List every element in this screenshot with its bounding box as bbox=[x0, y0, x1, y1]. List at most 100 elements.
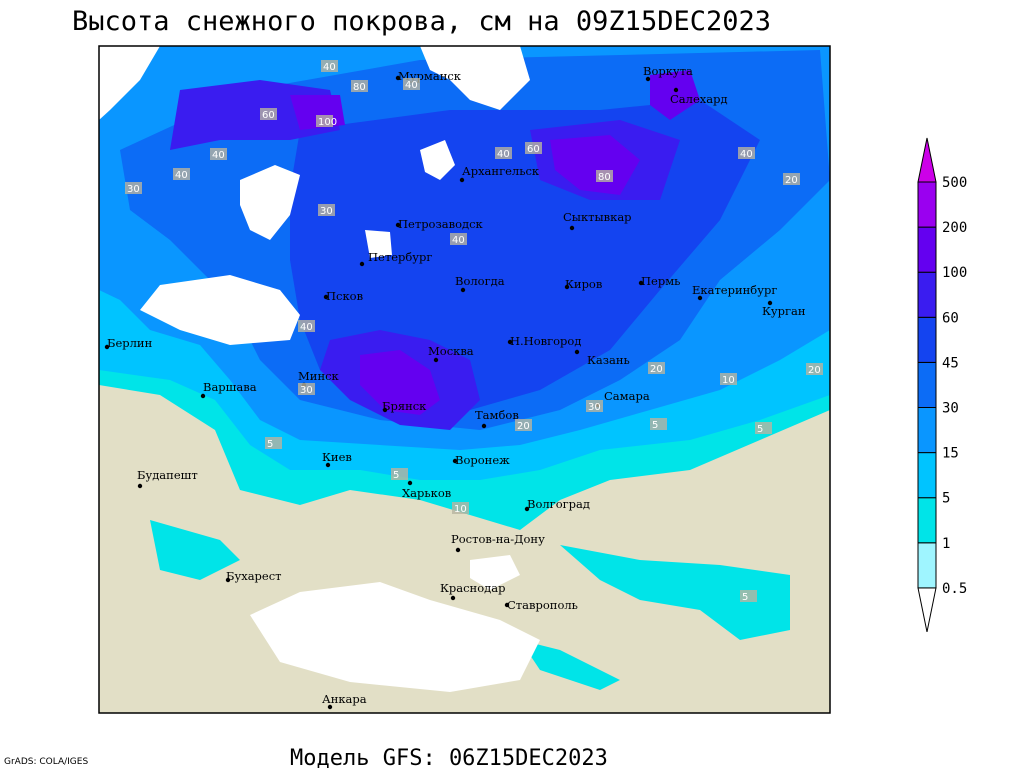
contour-label-box bbox=[298, 383, 315, 395]
contour-label: 20 bbox=[650, 364, 663, 375]
contour-label: 30 bbox=[588, 402, 601, 413]
city-dot bbox=[524, 506, 530, 512]
city-dot bbox=[359, 261, 365, 267]
city-dot bbox=[407, 480, 413, 486]
city-label: Салехард bbox=[670, 92, 728, 106]
contour-label-box bbox=[806, 363, 823, 375]
snow-7 bbox=[290, 70, 700, 415]
contour-label-box bbox=[173, 168, 190, 180]
contour-label-box bbox=[351, 80, 368, 92]
cities: Мурманск ВоркутаСалехардАрхангельскСыктыв… bbox=[104, 64, 806, 710]
colorbar-box bbox=[917, 407, 937, 454]
colorbar-label: 100 bbox=[942, 265, 967, 281]
colorbar-label: 45 bbox=[942, 355, 959, 371]
contour-label: 40 bbox=[405, 80, 418, 91]
contour-label: 5 bbox=[742, 592, 748, 603]
city-dot bbox=[574, 349, 580, 355]
contour-label: 5 bbox=[652, 420, 658, 431]
city-dot bbox=[323, 294, 329, 300]
colorbar-arrow-low bbox=[917, 587, 937, 633]
contour-labels: 40 80 60 100 40 40 30 40 60 40 80 40 30 20 40 40 30 20 10 2… bbox=[125, 60, 823, 603]
city-dot bbox=[433, 357, 439, 363]
colorbar-label: 15 bbox=[942, 446, 959, 462]
contour-label: 30 bbox=[320, 206, 333, 217]
city-label: Брянск bbox=[382, 399, 427, 413]
contour-label: 5 bbox=[393, 470, 399, 481]
city-label: Вологда bbox=[455, 274, 505, 288]
city-dot bbox=[569, 225, 575, 231]
city-dot bbox=[325, 462, 331, 468]
white-areas bbox=[99, 46, 540, 692]
contour-label: 40 bbox=[497, 149, 510, 160]
contour-label: 5 bbox=[757, 424, 763, 435]
city-label: Бухарест bbox=[226, 569, 282, 583]
city-dot bbox=[564, 284, 570, 290]
contour-label-box bbox=[316, 115, 333, 127]
contour-label: 40 bbox=[452, 235, 465, 246]
colorbar-box bbox=[917, 542, 937, 589]
city-label: Варшава bbox=[203, 380, 257, 394]
contour-label: 40 bbox=[175, 170, 188, 181]
colorbar-label: 0.5 bbox=[942, 581, 967, 597]
city-label: Ростов-на-Дону bbox=[451, 532, 545, 546]
city-label: Киев bbox=[322, 450, 352, 464]
city-dot bbox=[382, 407, 388, 413]
city-dot bbox=[455, 547, 461, 553]
colorbar-box bbox=[917, 316, 937, 363]
colorbar-label: 1 bbox=[942, 536, 950, 552]
city-label: Самара bbox=[604, 389, 650, 403]
colorbar-label: 30 bbox=[942, 401, 959, 417]
contour-label-box bbox=[525, 142, 542, 154]
city-dot bbox=[200, 393, 206, 399]
city-dot bbox=[450, 595, 456, 601]
colorbar-label: 500 bbox=[942, 175, 967, 191]
contour-label-box bbox=[650, 418, 667, 430]
contour-label-box bbox=[321, 60, 338, 72]
contour-label-box bbox=[125, 182, 142, 194]
city-label: Минск bbox=[298, 369, 340, 383]
city-label: Казань bbox=[587, 353, 630, 367]
contour-label-box bbox=[596, 170, 613, 182]
contour-label-box bbox=[260, 108, 277, 120]
city-label: Киров bbox=[565, 277, 602, 291]
contour-label: 40 bbox=[740, 149, 753, 160]
map bbox=[99, 46, 830, 713]
colorbar-label: 200 bbox=[942, 220, 967, 236]
contour-label-box bbox=[265, 437, 282, 449]
city-label: Сыктывкар bbox=[563, 210, 632, 224]
contour-label: 40 bbox=[212, 150, 225, 161]
city-label: Волгоград bbox=[527, 497, 590, 511]
city-label: Москва bbox=[428, 344, 474, 358]
contour-label-box bbox=[391, 468, 408, 480]
city-label: Харьков bbox=[402, 486, 451, 500]
city-dot bbox=[452, 458, 458, 464]
contour-label: 20 bbox=[785, 175, 798, 186]
title: Высота снежного покрова, см на 09Z15DEC2… bbox=[72, 6, 771, 37]
contour-label: 20 bbox=[808, 365, 821, 376]
city-dot bbox=[137, 483, 143, 489]
city-label: Тамбов bbox=[475, 408, 519, 422]
city-label: Будапешт bbox=[137, 468, 198, 482]
contour-label-box bbox=[318, 204, 335, 216]
city-dot bbox=[225, 577, 231, 583]
city-dot bbox=[460, 287, 466, 293]
map-frame bbox=[98, 45, 831, 714]
contour-label: 5 bbox=[267, 439, 273, 450]
colorbar-arrow-high bbox=[917, 137, 937, 183]
credit: GrADS: COLA/IGES bbox=[4, 757, 88, 767]
city-dot bbox=[481, 423, 487, 429]
city-dot bbox=[638, 280, 644, 286]
city-dot bbox=[673, 87, 679, 93]
city-dot bbox=[697, 295, 703, 301]
city-dot bbox=[395, 75, 401, 81]
model-caption: Модель GFS: 06Z15DEC2023 bbox=[290, 746, 608, 768]
contour-label-box bbox=[210, 148, 227, 160]
colorbar-box bbox=[917, 271, 937, 318]
city-dot bbox=[767, 300, 773, 306]
contour-label-box bbox=[648, 362, 665, 374]
city-dot bbox=[459, 177, 465, 183]
city-label: Воркута bbox=[643, 64, 693, 78]
colorbar-label: 60 bbox=[942, 310, 959, 326]
contour-label: 60 bbox=[527, 144, 540, 155]
